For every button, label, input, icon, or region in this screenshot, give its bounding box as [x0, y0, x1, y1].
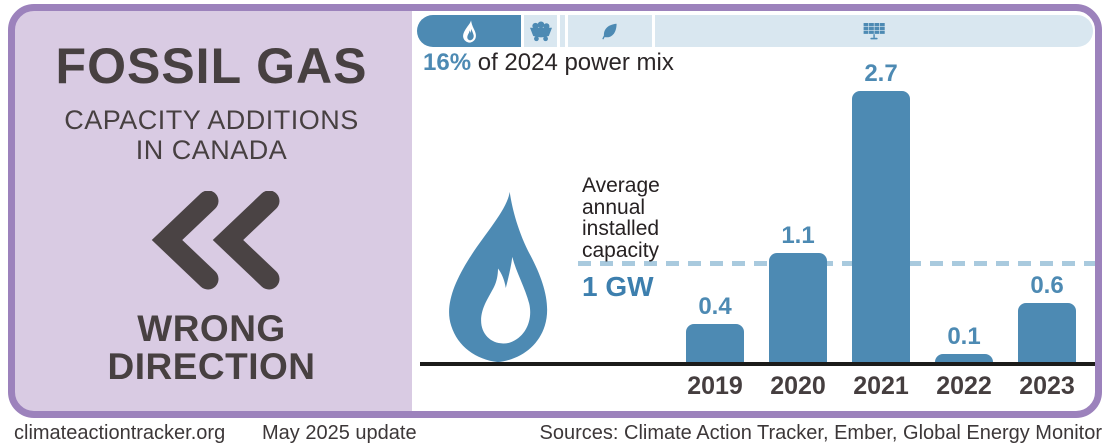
power-mix-segment-coal: [524, 15, 557, 47]
bar-2019: [686, 324, 744, 364]
double-chevron-left-icon: [151, 191, 280, 290]
coal-cart-icon: [528, 20, 554, 42]
leaf-icon: [601, 22, 619, 40]
average-line-annotation: Average annual installed capacity: [582, 174, 660, 262]
bar-2021: [852, 91, 910, 364]
subtitle-line-2: IN CANADA: [135, 135, 288, 165]
x-tick-2019: 2019: [687, 372, 743, 400]
verdict-line-2: DIRECTION: [107, 346, 316, 387]
bar-value-2019: 0.4: [698, 293, 732, 320]
gas-flame-illustration: [433, 189, 563, 365]
bar-2023: [1018, 303, 1076, 364]
footer-update-date: May 2025 update: [262, 422, 417, 444]
power-mix-caption: 16% of 2024 power mix: [423, 49, 674, 77]
bar-value-2022: 0.1: [947, 323, 981, 350]
x-tick-2020: 2020: [770, 372, 826, 400]
verdict-text: WRONG DIRECTION: [11, 310, 412, 386]
bar-value-2023: 0.6: [1030, 272, 1064, 299]
x-tick-2022: 2022: [936, 372, 992, 400]
footer-sources: Sources: Climate Action Tracker, Ember, …: [539, 422, 1102, 444]
solar-panel-icon: [862, 21, 886, 41]
power-mix-bar: [417, 15, 1093, 47]
power-mix-label: of 2024 power mix: [471, 49, 674, 76]
left-panel: FOSSIL GAS CAPACITY ADDITIONS IN CANADA …: [11, 7, 412, 415]
x-tick-2023: 2023: [1019, 372, 1075, 400]
bar-2022: [935, 354, 993, 364]
average-dashed-line: [578, 261, 1095, 266]
bar-2020: [769, 253, 827, 364]
page-subtitle: CAPACITY ADDITIONS IN CANADA: [11, 105, 412, 165]
power-mix-segment-fossil-gas: [417, 15, 522, 47]
average-line-value: 1 GW: [582, 271, 654, 302]
page-title: FOSSIL GAS: [55, 38, 368, 94]
x-tick-2021: 2021: [853, 372, 909, 400]
flame-icon: [461, 20, 478, 43]
verdict-line-1: WRONG: [137, 308, 286, 349]
x-axis: [420, 362, 1098, 366]
bar-value-2021: 2.7: [864, 60, 898, 87]
bar-value-2020: 1.1: [781, 222, 815, 249]
subtitle-line-1: CAPACITY ADDITIONS: [64, 105, 359, 135]
power-mix-segment-bioenergy: [568, 15, 653, 47]
footer-site-url: climateactiontracker.org: [14, 422, 226, 444]
power-mix-percentage: 16%: [423, 49, 472, 76]
power-mix-segment-renewables: [655, 15, 1093, 47]
power-mix-segment-other-fossil: [559, 15, 566, 47]
